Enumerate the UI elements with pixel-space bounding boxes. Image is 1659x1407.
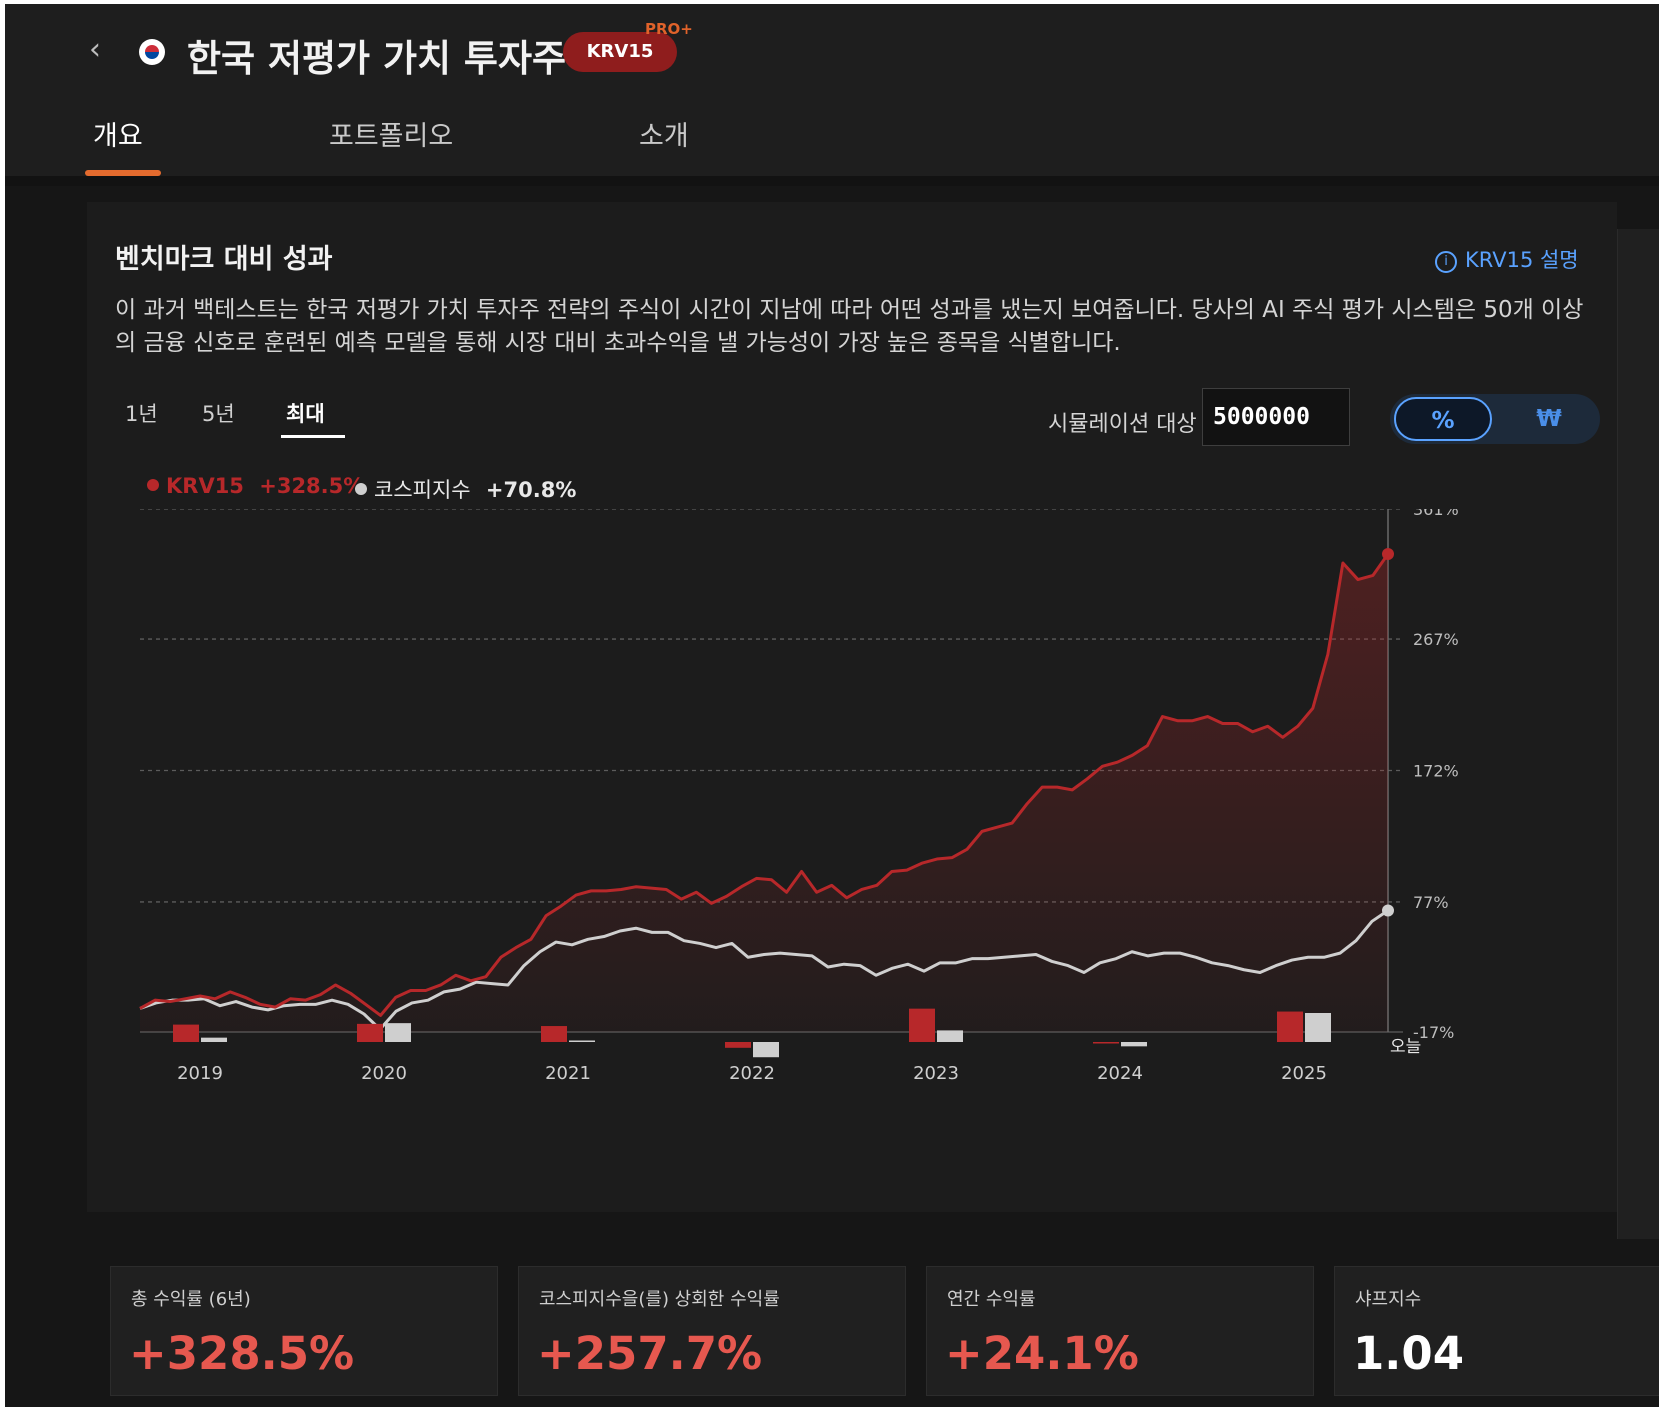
info-icon: i	[1435, 251, 1457, 273]
annual-bar-kospi	[1305, 1013, 1331, 1042]
pro-plus-badge: PRO+	[645, 20, 693, 38]
legend-value: +70.8%	[485, 478, 577, 502]
simulation-amount-input[interactable]: 5000000	[1202, 388, 1350, 446]
chevron-left-icon[interactable]: ‹	[89, 32, 101, 67]
krv15-line	[139, 553, 1390, 1017]
y-tick-label: 77%	[1413, 893, 1449, 912]
annual-bar-kospi	[753, 1042, 779, 1058]
tab-divider	[5, 176, 1659, 186]
period-5y[interactable]: 5년	[202, 402, 235, 426]
stat-label: 총 수익률 (6년)	[131, 1289, 251, 1310]
annual-bar-krv15	[909, 1008, 935, 1042]
legend-dot	[355, 483, 367, 495]
krv15-end-point	[1382, 547, 1394, 560]
performance-chart: 361% 267% 172% 77% -17% 2019 2020 2021 2022 2023 2…	[139, 509, 1459, 1084]
stat-value: +328.5%	[129, 1327, 355, 1380]
active-tab-indicator	[85, 170, 161, 176]
y-tick-label: -17%	[1413, 1023, 1454, 1042]
annual-bar-kospi	[937, 1030, 963, 1042]
period-active-indicator	[281, 435, 345, 438]
y-tick-label: 361%	[1413, 509, 1459, 519]
legend-krv15: KRV15 +328.5%	[147, 474, 364, 498]
annual-bar-krv15	[357, 1023, 383, 1042]
annual-bar-krv15	[1277, 1011, 1303, 1042]
info-link[interactable]: i KRV15 설명	[1435, 244, 1579, 274]
year-label: 2021	[545, 1063, 591, 1084]
annual-bar-kospi	[201, 1037, 227, 1042]
stat-value: +24.1%	[945, 1327, 1139, 1380]
kospi-line	[139, 909, 1389, 1031]
stat-total-return: 총 수익률 (6년) +328.5%	[110, 1266, 498, 1396]
won-toggle-button[interactable]: ₩	[1536, 406, 1562, 432]
annual-bar-krv15	[173, 1024, 199, 1042]
kospi-end-point	[1382, 904, 1394, 917]
section-title: 벤치마크 대비 성과	[115, 244, 333, 275]
year-label: 2022	[729, 1063, 775, 1084]
unit-toggle: % ₩	[1390, 394, 1600, 444]
tab-portfolio[interactable]: 포트폴리오	[329, 121, 454, 152]
y-tick-label: 172%	[1413, 762, 1459, 781]
legend-dot	[147, 479, 159, 491]
stat-label: 코스피지수을(를) 상회한 수익률	[539, 1289, 780, 1310]
stat-label: 샤프지수	[1355, 1289, 1422, 1310]
legend-name: 코스피지수	[374, 478, 471, 502]
today-label: 오늘	[1390, 1037, 1421, 1057]
info-link-label: KRV15 설명	[1465, 248, 1579, 272]
annual-bar-kospi	[569, 1040, 595, 1042]
section-description: 이 과거 백테스트는 한국 저평가 가치 투자주 전략의 주식이 시간이 지남에…	[115, 297, 1584, 356]
year-label: 2019	[177, 1063, 223, 1084]
app-frame: ‹ 한국 저평가 가치 투자주 KRV15 PRO+ 개요 포트폴리오 소개 벤…	[5, 4, 1659, 1407]
stat-value: +257.7%	[537, 1327, 763, 1380]
legend-kospi: 코스피지수 +70.8%	[355, 474, 576, 504]
legend-name: KRV15	[166, 474, 244, 498]
simulation-label: 시뮬레이션 대상	[1048, 412, 1197, 437]
annual-bar-krv15	[1093, 1042, 1119, 1044]
page-title: 한국 저평가 가치 투자주	[187, 37, 567, 80]
annual-bar-kospi	[1121, 1042, 1147, 1047]
stat-sharpe-ratio: 샤프지수 1.04	[1334, 1266, 1659, 1396]
period-1y[interactable]: 1년	[125, 402, 158, 426]
year-label: 2025	[1281, 1063, 1327, 1084]
stat-value: 1.04	[1353, 1327, 1465, 1380]
header: ‹ 한국 저평가 가치 투자주 KRV15 PRO+ 개요 포트폴리오 소개	[5, 4, 1659, 179]
annual-bar-krv15	[541, 1026, 567, 1042]
year-label: 2020	[361, 1063, 407, 1084]
stat-excess-return: 코스피지수을(를) 상회한 수익률 +257.7%	[518, 1266, 906, 1396]
year-label: 2024	[1097, 1063, 1143, 1084]
year-label: 2023	[913, 1063, 959, 1084]
south-korea-flag-icon	[139, 39, 165, 65]
stat-annual-return: 연간 수익률 +24.1%	[926, 1266, 1314, 1396]
ticker-badge: KRV15	[563, 32, 677, 72]
legend-value: +328.5%	[259, 474, 365, 498]
annual-bar-kospi	[385, 1023, 411, 1042]
tab-about[interactable]: 소개	[639, 121, 689, 152]
stat-label: 연간 수익률	[947, 1289, 1036, 1310]
y-tick-label: 267%	[1413, 630, 1459, 649]
side-panel-edge	[1617, 229, 1659, 1239]
krv15-area	[140, 554, 1388, 1032]
tab-overview[interactable]: 개요	[93, 121, 143, 152]
period-max[interactable]: 최대	[286, 402, 325, 426]
annual-bar-krv15	[725, 1042, 751, 1048]
percent-toggle-button[interactable]: %	[1394, 397, 1492, 441]
